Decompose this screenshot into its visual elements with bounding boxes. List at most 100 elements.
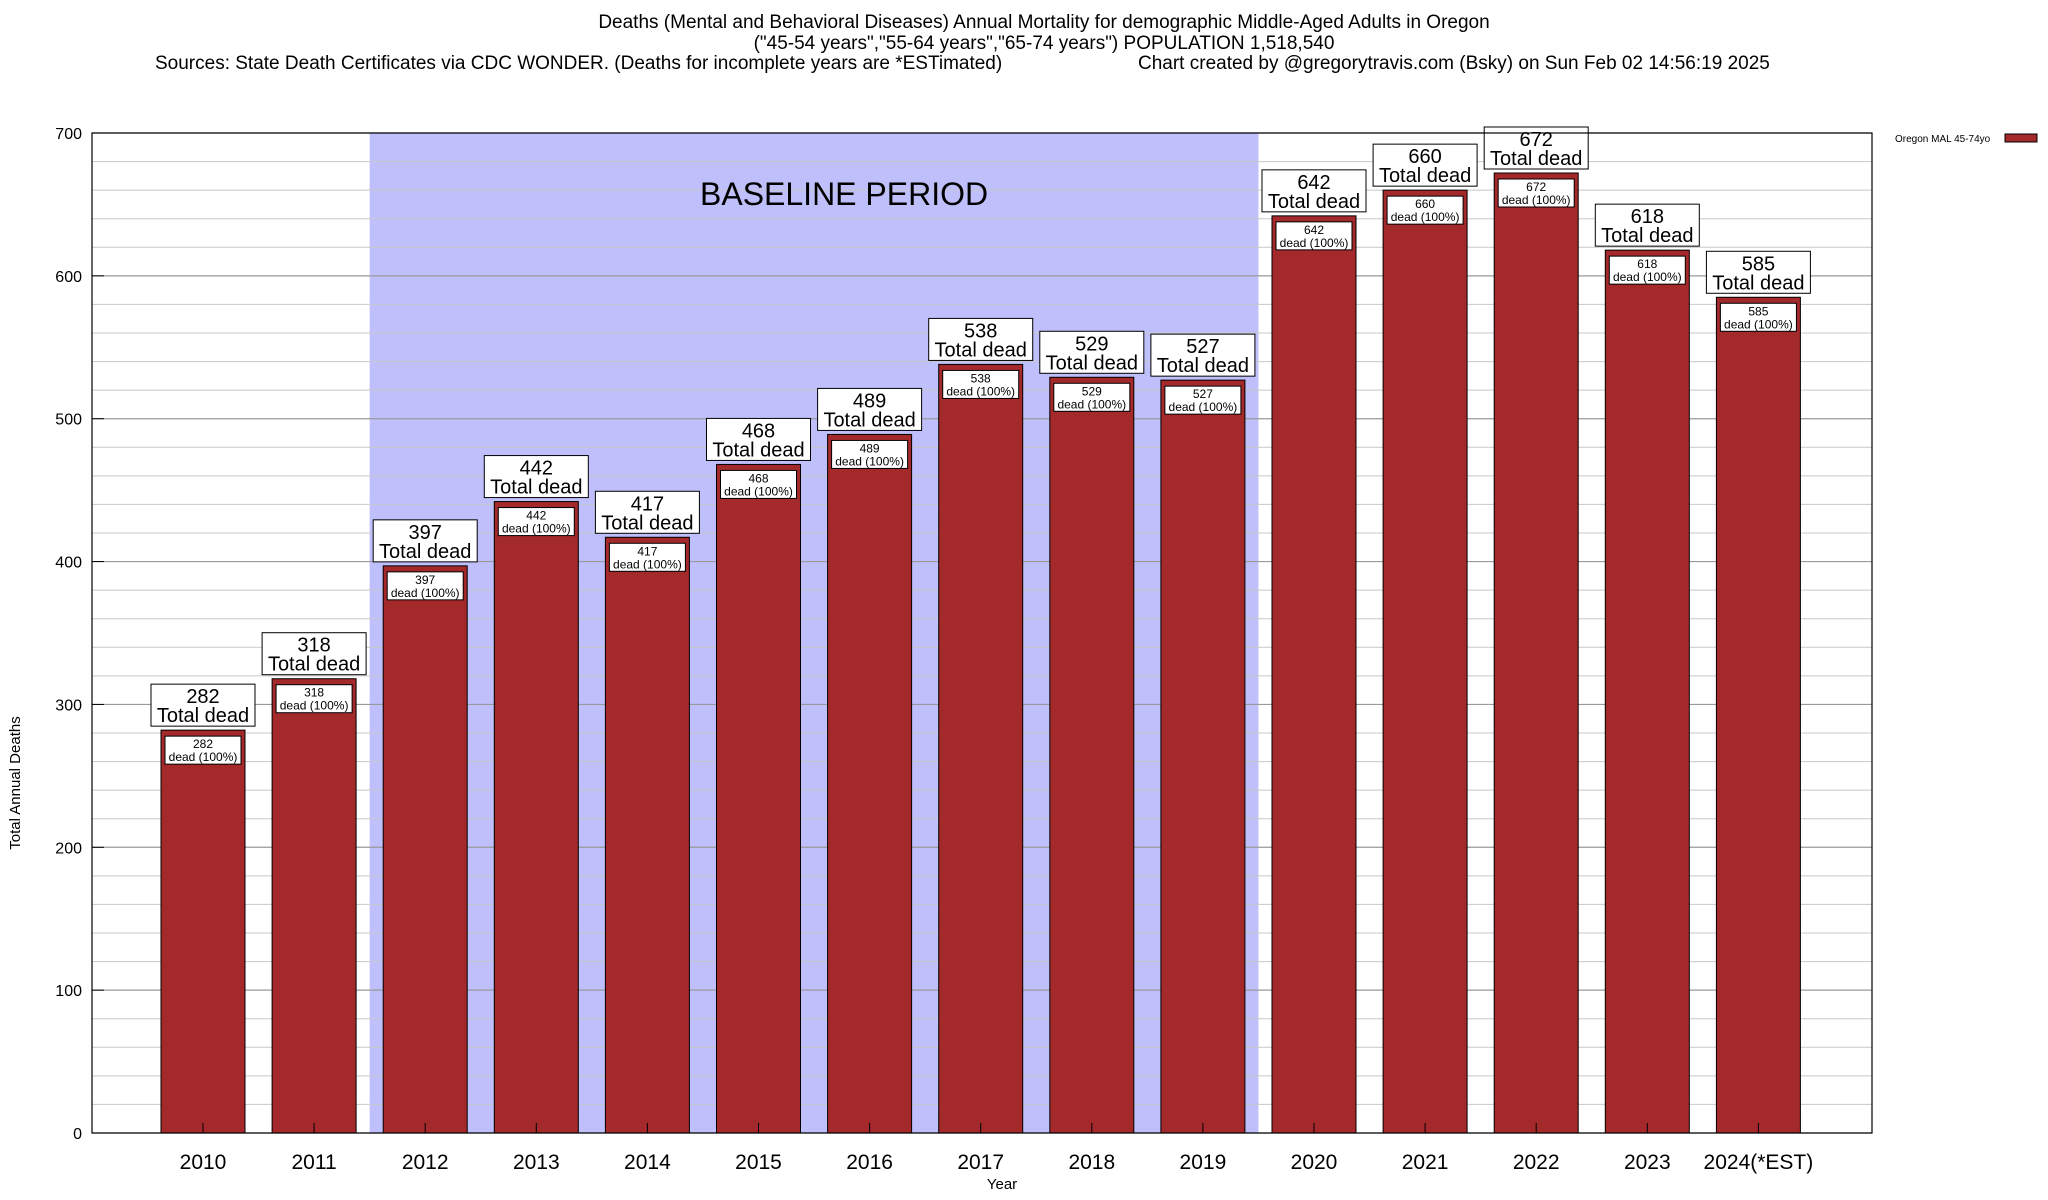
bar-top-value: 672 [1520, 129, 1553, 151]
bar-inner-label: dead (100%) [1391, 210, 1460, 224]
bar-top-value: 417 [631, 493, 664, 515]
legend-label: Oregon MAL 45-74yo [1895, 134, 1991, 145]
x-tick-label: 2012 [402, 1151, 449, 1174]
bar [1382, 189, 1468, 1134]
bar-top-label-box [928, 317, 1034, 361]
x-tick-label: 2022 [1513, 1151, 1560, 1174]
bar-inner-label-box [942, 369, 1020, 399]
bar-top-label: Total dead [379, 541, 471, 563]
bar-top-label-box [1483, 126, 1589, 170]
bar-inner-value: 642 [1304, 223, 1324, 237]
bar-inner-value: 527 [1193, 387, 1213, 401]
bar-top-label-box [372, 519, 478, 563]
bar-top-label: Total dead [1712, 272, 1804, 294]
bar [938, 363, 1024, 1134]
y-tick-label: 100 [55, 983, 82, 1000]
bar-inner-value: 538 [971, 371, 991, 385]
legend-swatch [2004, 133, 2038, 143]
bar-top-value: 642 [1297, 172, 1330, 194]
x-tick-label: 2018 [1068, 1151, 1115, 1174]
bar-inner-label: dead (100%) [391, 586, 460, 600]
x-tick-label: 2011 [292, 1151, 337, 1174]
bar-inner-label-box [831, 439, 909, 469]
bar-top-value: 538 [964, 320, 997, 342]
baseline-period-label: BASELINE PERIOD [700, 176, 988, 212]
x-tick-label: 2021 [1402, 1151, 1449, 1174]
bar-inner-label-box [1497, 178, 1575, 208]
bar-top-label: Total dead [823, 409, 915, 431]
bar-inner-label: dead (100%) [169, 750, 238, 764]
bar-inner-label-box [1164, 385, 1242, 415]
bar-inner-label: dead (100%) [946, 384, 1015, 398]
x-tick-label: 2010 [180, 1151, 227, 1174]
chart-credit: Chart created by @gregorytravis.com (Bsk… [1138, 53, 1770, 74]
bar-inner-value: 660 [1415, 197, 1435, 211]
bar-inner-value: 529 [1082, 384, 1102, 398]
bar-top-value: 618 [1631, 206, 1664, 228]
x-tick-label: 2024(*EST) [1704, 1151, 1814, 1174]
bar-inner-label: dead (100%) [724, 484, 793, 498]
bar-inner-label: dead (100%) [502, 522, 571, 536]
bar-inner-label-box [1608, 255, 1686, 285]
bar-top-label: Total dead [1601, 225, 1693, 247]
x-tick-label: 2019 [1180, 1151, 1227, 1174]
bar-top-label-box [483, 455, 589, 499]
bar-inner-label: dead (100%) [1169, 400, 1238, 414]
bar-inner-value: 672 [1526, 180, 1546, 194]
chart-subtitle: ("45-54 years","55-64 years","65-74 year… [753, 33, 1335, 54]
bar-top-value: 660 [1408, 146, 1441, 168]
bar-inner-label-box [1275, 221, 1353, 251]
bar [1271, 215, 1357, 1134]
bar-inner-label-box [1053, 382, 1131, 412]
bar [827, 433, 913, 1134]
bar-inner-label-box [497, 507, 575, 537]
bar-top-value: 489 [853, 390, 886, 412]
bar-top-value: 529 [1075, 333, 1108, 355]
bar-top-value: 282 [186, 686, 219, 708]
bar-inner-value: 442 [526, 509, 546, 523]
bar-inner-label: dead (100%) [835, 454, 904, 468]
bar-inner-label-box [1719, 302, 1797, 332]
bar-inner-value: 468 [748, 471, 768, 485]
bar-inner-value: 282 [193, 737, 213, 751]
bar-top-label-box [1705, 250, 1811, 294]
bar [716, 463, 801, 1134]
bar-inner-label-box [164, 735, 242, 765]
bar-top-label-box [1039, 330, 1145, 374]
bar-top-label: Total dead [1046, 352, 1138, 374]
bar-inner-value: 318 [304, 686, 324, 700]
bar-inner-label-box [1386, 195, 1464, 225]
y-tick-label: 0 [73, 1126, 82, 1143]
bar-top-value: 468 [742, 420, 775, 442]
bar-top-label-box [817, 387, 923, 431]
bar-top-label: Total dead [935, 339, 1027, 361]
bar-inner-label-box [275, 684, 353, 714]
x-tick-label: 2014 [624, 1151, 671, 1174]
x-tick-label: 2013 [513, 1151, 560, 1174]
bar-inner-label-box [720, 469, 797, 499]
y-tick-label: 300 [55, 697, 82, 714]
bar [271, 678, 357, 1134]
y-tick-label: 700 [55, 126, 82, 143]
bar-inner-label: dead (100%) [1057, 397, 1126, 411]
x-tick-label: 2015 [735, 1151, 782, 1174]
bar-inner-value: 618 [1637, 257, 1657, 271]
bar-top-label: Total dead [1157, 355, 1249, 377]
x-tick-label: 2016 [846, 1151, 893, 1174]
x-tick-label: 2017 [957, 1151, 1004, 1174]
bar-inner-value: 489 [860, 441, 880, 455]
bar-inner-label-box [386, 571, 464, 601]
bar [382, 565, 468, 1134]
bar-top-label-box [1150, 333, 1256, 377]
bar [160, 729, 246, 1134]
bar-top-value: 442 [520, 458, 553, 480]
bar-top-label: Total dead [712, 439, 804, 461]
y-tick-label: 500 [55, 412, 82, 429]
bar-inner-label: dead (100%) [613, 557, 682, 571]
bar-top-label: Total dead [1490, 148, 1582, 170]
bar-top-label-box [1261, 169, 1367, 213]
bar-inner-label: dead (100%) [1613, 270, 1682, 284]
bar [1715, 296, 1801, 1134]
bar-inner-label: dead (100%) [1280, 236, 1349, 250]
